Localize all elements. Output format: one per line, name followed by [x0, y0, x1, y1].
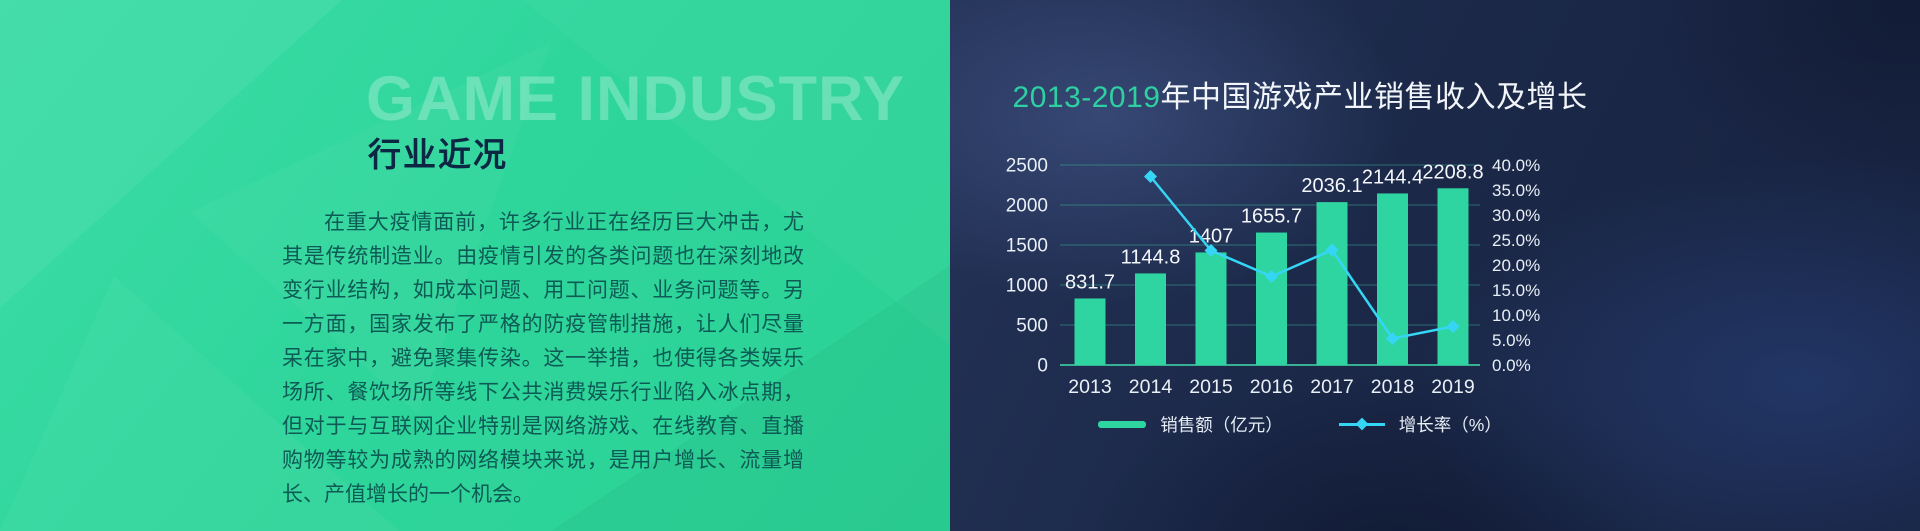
svg-text:500: 500 [1016, 316, 1048, 337]
svg-text:0.0%: 0.0% [1492, 356, 1531, 375]
diamond-marker-icon [1355, 417, 1369, 431]
left-panel: GAME INDUSTRY 行业近况 在重大疫情面前，许多行业正在经历巨大冲击，… [0, 0, 950, 531]
svg-text:30.0%: 30.0% [1492, 206, 1540, 225]
svg-text:1655.7: 1655.7 [1241, 206, 1302, 228]
svg-text:10.0%: 10.0% [1492, 306, 1540, 325]
chart-legend: 销售额（亿元） 增长率（%） [1010, 408, 1590, 440]
svg-text:2014: 2014 [1129, 376, 1173, 398]
svg-text:2019: 2019 [1431, 376, 1474, 398]
svg-text:2013: 2013 [1068, 376, 1111, 398]
chart-title-text: 年中国游戏产业销售收入及增长 [1160, 81, 1588, 114]
chart-title-years: 2013-2019 [1012, 81, 1161, 114]
svg-text:2016: 2016 [1250, 376, 1293, 398]
svg-text:2018: 2018 [1371, 376, 1414, 398]
svg-text:1500: 1500 [1006, 236, 1048, 257]
svg-text:831.7: 831.7 [1065, 271, 1115, 293]
svg-text:1407: 1407 [1189, 225, 1234, 247]
svg-text:5.0%: 5.0% [1492, 331, 1531, 350]
svg-text:25.0%: 25.0% [1492, 231, 1540, 250]
svg-text:2036.1: 2036.1 [1301, 175, 1362, 197]
right-panel: 2013-2019年中国游戏产业销售收入及增长 0 500 1000 1500 2000… [950, 0, 1920, 531]
legend-item-growth: 增长率（%） [1338, 412, 1502, 437]
svg-text:35.0%: 35.0% [1492, 181, 1540, 200]
legend-item-sales: 销售额（亿元） [1098, 412, 1283, 437]
body-paragraph: 在重大疫情面前，许多行业正在经历巨大冲击，尤其是传统制造业。由疫情引发的各类问题… [282, 211, 804, 506]
svg-text:2000: 2000 [1006, 196, 1048, 217]
svg-text:2015: 2015 [1189, 376, 1233, 398]
svg-text:0: 0 [1037, 356, 1048, 377]
combo-chart: 0 500 1000 1500 2000 2500 0.0% 5.0% 10.0% 15.0% 20… [1006, 156, 1540, 399]
chart-title: 2013-2019年中国游戏产业销售收入及增长 [1010, 76, 1590, 120]
svg-text:15.0%: 15.0% [1492, 281, 1540, 300]
svg-text:2017: 2017 [1310, 376, 1353, 398]
bar-series-swatch [1098, 420, 1147, 428]
watermark-text: GAME INDUSTRY [366, 64, 906, 134]
section-heading: 行业近况 [368, 136, 508, 173]
svg-text:1000: 1000 [1006, 276, 1048, 297]
svg-text:2144.4: 2144.4 [1362, 166, 1423, 188]
svg-text:20.0%: 20.0% [1492, 256, 1540, 275]
svg-text:40.0%: 40.0% [1492, 156, 1540, 175]
legend-label-growth: 增长率（%） [1398, 414, 1502, 435]
line-series-swatch [1338, 417, 1385, 431]
legend-label-sales: 销售额（亿元） [1160, 414, 1283, 435]
svg-text:2500: 2500 [1006, 156, 1048, 177]
svg-text:1144.8: 1144.8 [1121, 246, 1181, 268]
svg-text:2208.8: 2208.8 [1422, 161, 1483, 183]
